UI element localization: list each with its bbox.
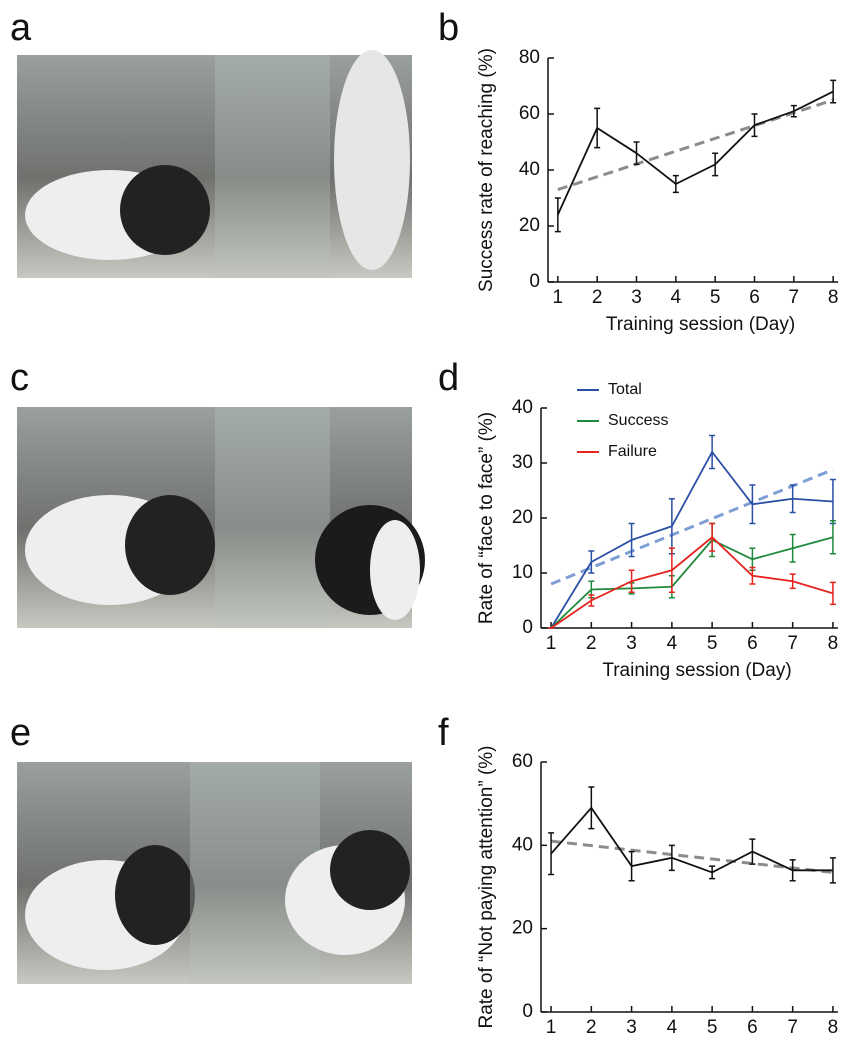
- x-tick-label: 1: [553, 287, 564, 308]
- panel-label: d: [438, 357, 459, 399]
- x-axis-label: Training session (Day): [602, 660, 791, 681]
- panel-label: f: [438, 712, 449, 754]
- error-bar: [789, 484, 796, 514]
- y-tick-label: 20: [512, 507, 533, 528]
- x-tick-label: 6: [747, 1017, 758, 1038]
- x-tick-label: 3: [626, 633, 637, 654]
- x-tick-label: 8: [828, 633, 839, 654]
- error-bar: [668, 844, 675, 872]
- y-axis-label: Rate of “Not paying attention” (%): [476, 745, 497, 1028]
- error-bar: [628, 569, 635, 593]
- x-axis-label: Training session (Day): [606, 314, 795, 335]
- y-tick-label: 60: [512, 751, 533, 772]
- y-tick-label: 30: [512, 452, 533, 473]
- y-tick-label: 0: [522, 617, 533, 638]
- panel-label: a: [10, 7, 32, 49]
- error-bar: [672, 174, 679, 194]
- error-bar: [749, 484, 756, 525]
- y-tick-label: 0: [529, 271, 540, 292]
- error-bar: [829, 581, 836, 606]
- x-tick-label: 2: [586, 1017, 597, 1038]
- x-tick-label: 7: [787, 1017, 798, 1038]
- error-bar: [628, 522, 635, 558]
- x-tick-label: 8: [828, 287, 839, 308]
- x-tick-label: 5: [710, 287, 721, 308]
- data-line: [550, 450, 833, 629]
- error-bar: [709, 522, 716, 552]
- y-tick-label: 20: [512, 918, 533, 939]
- error-bar: [789, 533, 796, 563]
- data-line: [557, 90, 834, 216]
- x-tick-label: 3: [626, 1017, 637, 1038]
- y-tick-label: 40: [519, 159, 540, 180]
- error-bar: [628, 850, 635, 882]
- x-tick-label: 7: [789, 287, 800, 308]
- x-tick-label: 4: [671, 287, 682, 308]
- x-tick-label: 8: [828, 1017, 839, 1038]
- error-bar: [709, 434, 716, 470]
- panel-label: e: [10, 712, 31, 754]
- x-tick-label: 4: [667, 633, 678, 654]
- x-tick-label: 5: [707, 1017, 718, 1038]
- y-tick-label: 10: [512, 562, 533, 583]
- x-tick-label: 6: [749, 287, 760, 308]
- legend-label: Failure: [608, 443, 657, 460]
- error-bar: [790, 104, 797, 118]
- trend-line: [550, 839, 834, 874]
- data-line: [550, 536, 834, 629]
- error-bar: [633, 141, 640, 166]
- x-tick-label: 4: [667, 1017, 678, 1038]
- error-bar: [829, 857, 836, 884]
- error-bar: [830, 79, 837, 104]
- error-bar: [789, 573, 796, 590]
- x-tick-label: 2: [586, 633, 597, 654]
- y-axis-label: Success rate of reaching (%): [476, 48, 497, 292]
- y-tick-label: 40: [512, 397, 533, 418]
- trend-line: [550, 468, 834, 586]
- x-tick-label: 1: [546, 1017, 557, 1038]
- error-bar: [554, 197, 561, 233]
- error-bar: [749, 838, 756, 865]
- error-bar: [548, 832, 555, 876]
- data-line: [550, 806, 833, 874]
- error-bar: [789, 859, 796, 882]
- x-axis-label: Training session (Day): [602, 1044, 791, 1046]
- y-tick-label: 60: [519, 103, 540, 124]
- y-tick-label: 0: [522, 1001, 533, 1022]
- error-bar: [588, 550, 595, 574]
- error-bar: [588, 594, 595, 607]
- data-line: [550, 536, 834, 629]
- x-tick-label: 5: [707, 633, 718, 654]
- x-tick-label: 1: [546, 633, 557, 654]
- error-bar: [712, 152, 719, 177]
- panel-label: b: [438, 7, 459, 49]
- y-tick-label: 80: [519, 47, 540, 68]
- trend-line: [557, 98, 834, 192]
- photo-e: [17, 762, 412, 984]
- x-tick-label: 2: [592, 287, 603, 308]
- x-tick-label: 7: [787, 633, 798, 654]
- error-bar: [749, 566, 756, 585]
- error-bar: [751, 113, 758, 138]
- y-axis-label: Rate of “face to face” (%): [476, 412, 497, 624]
- error-bar: [594, 107, 601, 149]
- x-tick-label: 6: [747, 633, 758, 654]
- error-bar: [829, 520, 836, 555]
- legend-label: Success: [608, 412, 668, 429]
- error-bar: [709, 865, 716, 880]
- legend-label: Total: [608, 381, 642, 398]
- photo-c: [17, 407, 425, 628]
- panel-label: c: [10, 357, 29, 399]
- y-tick-label: 20: [519, 215, 540, 236]
- y-tick-label: 40: [512, 834, 533, 855]
- error-bar: [588, 786, 595, 830]
- error-bar: [668, 547, 675, 593]
- photo-a: [17, 50, 412, 278]
- x-tick-label: 3: [631, 287, 642, 308]
